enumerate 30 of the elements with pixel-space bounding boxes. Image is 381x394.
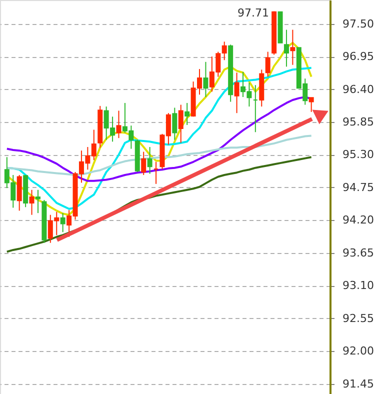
candlestick	[184, 102, 190, 126]
annotation: 97.71	[238, 6, 270, 20]
candlestick	[172, 107, 178, 140]
candlestick	[284, 29, 289, 68]
candlestick	[29, 189, 34, 216]
candlestick	[308, 97, 314, 112]
candlestick	[16, 174, 22, 212]
line-series	[6, 134, 312, 176]
candlestick	[290, 29, 296, 66]
y-tick-label: 91.45	[342, 377, 374, 390]
candlestick	[147, 146, 152, 174]
candlestick	[35, 189, 40, 214]
y-tick-label: 95.85	[342, 116, 374, 129]
y-tick-label: 93.65	[342, 246, 374, 260]
candlestick	[141, 151, 146, 176]
candlestick	[116, 110, 122, 139]
y-tick-label: 96.40	[342, 82, 374, 96]
y-tick-label: 94.75	[342, 180, 374, 194]
y-tick-label: 95.30	[342, 148, 374, 162]
candlestick	[178, 104, 184, 144]
y-tick-label: 92.55	[342, 312, 374, 325]
y-tick-label: 92.00	[342, 344, 374, 358]
y-tick-label: 94.20	[342, 214, 374, 227]
candlestick	[203, 61, 208, 98]
candlestick	[234, 72, 240, 114]
candlestick	[60, 212, 66, 233]
y-tick-label: 93.10	[342, 279, 374, 292]
y-tick-label: 96.95	[342, 50, 374, 64]
y-tick-label: 97.50	[342, 17, 374, 30]
candlestick	[265, 51, 270, 78]
